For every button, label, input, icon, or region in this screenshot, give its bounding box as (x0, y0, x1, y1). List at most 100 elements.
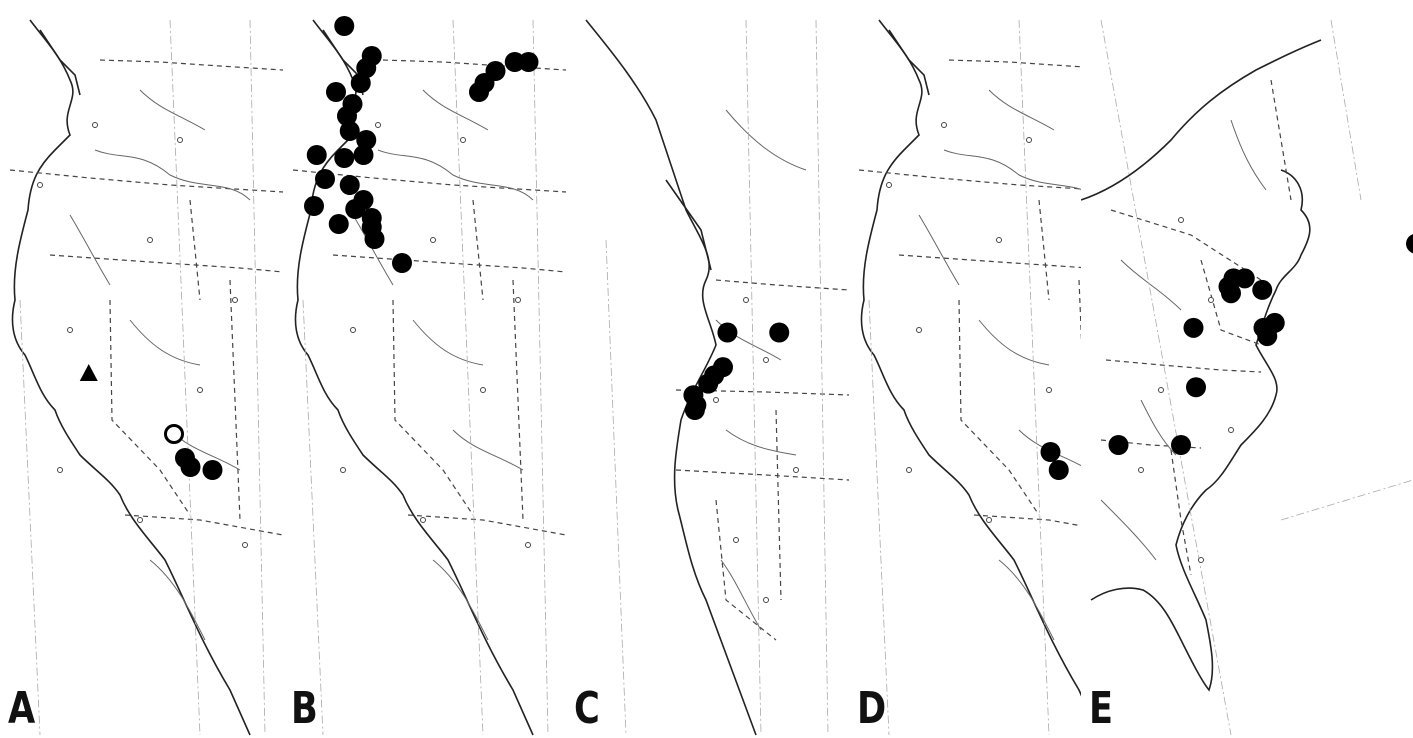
panel-e-border-line (1200, 259, 1262, 346)
panel-b-town-marker (460, 137, 466, 143)
panel-a-town-marker (232, 297, 238, 303)
panel-a-town-marker (57, 467, 63, 473)
record-filled-circle-marker (334, 148, 355, 168)
panel-a-river-line (69, 214, 111, 286)
panel-letter-e: E (1089, 683, 1114, 734)
panel-e-border-line (1270, 79, 1292, 201)
record-filled-circle-marker (364, 229, 385, 249)
record-filled-circle-marker (1221, 283, 1241, 304)
record-filled-circle-marker (326, 82, 346, 102)
panel-e-town-marker (1208, 297, 1214, 303)
panel-b-town-marker (375, 122, 381, 128)
record-filled-circle-marker (1171, 435, 1191, 455)
map-panel-a: A (0, 0, 283, 738)
record-filled-circle-marker (769, 322, 790, 343)
panel-d-inlet-outline (888, 29, 930, 96)
panel-c-town-marker (733, 537, 739, 543)
panel-d-town-marker (1046, 387, 1052, 393)
panel-b-border-line (512, 279, 524, 521)
record-filled-circle-marker (345, 199, 366, 219)
panel-d-border-line (973, 514, 1081, 527)
panel-a-border-line (9, 169, 283, 193)
record-filled-circle-marker (392, 253, 412, 273)
map-panel-d: D (849, 0, 1081, 738)
record-open-circle-marker (164, 424, 184, 444)
panel-d-town-marker (906, 467, 912, 473)
panel-a-river-line (129, 319, 201, 366)
panel-b-river-line (352, 214, 394, 286)
panel-a-town-marker (37, 182, 43, 188)
record-filled-circle-marker (1048, 460, 1069, 480)
panel-letter-a: A (8, 683, 36, 734)
panel-d-border-line (1038, 199, 1050, 301)
record-filled-circle-marker (334, 16, 355, 36)
panel-b-border-line (382, 59, 566, 71)
panel-e-river-line (1140, 399, 1177, 456)
panel-c-town-marker (763, 597, 769, 603)
record-filled-circle-marker (339, 121, 360, 141)
record-filled-circle-marker (1108, 435, 1129, 455)
panel-a-river-line (94, 149, 251, 201)
record-filled-circle-marker (1183, 317, 1204, 338)
panel-b-town-marker (420, 517, 426, 523)
panel-b-border-line (332, 254, 566, 273)
record-filled-circle-marker (350, 73, 371, 93)
panel-b-border-line (407, 514, 566, 536)
panel-c-graticule-line (605, 239, 627, 736)
panel-e-graticule-line (1100, 19, 1232, 736)
panel-d-town-marker (1026, 137, 1032, 143)
panel-c-border-line (675, 469, 849, 481)
record-filled-circle-marker (353, 145, 374, 165)
panel-letter-c: C (574, 683, 600, 734)
panel-b-river-line (422, 89, 489, 131)
record-filled-circle-marker (1040, 442, 1061, 462)
panel-a-town-marker (67, 327, 73, 333)
panel-c-graticule-line (815, 19, 829, 736)
panel-letter-b: B (291, 683, 318, 734)
panel-a-town-marker (137, 517, 143, 523)
panel-c-inlet-outline (665, 179, 712, 271)
panel-c-border-line (715, 499, 777, 641)
panel-c-river-line (725, 429, 797, 456)
record-filled-circle-marker (1406, 234, 1413, 254)
panel-a-border-line (189, 199, 201, 301)
panel-a-border-line (99, 59, 283, 71)
panel-c-border-line (775, 409, 782, 601)
record-filled-circle-marker (1257, 326, 1278, 347)
panel-e-graticule-line (1330, 19, 1362, 201)
panel-c-town-marker (763, 357, 769, 363)
panel-c-river-line (725, 109, 807, 171)
panel-a-border-line (109, 299, 191, 516)
record-triangle-marker (79, 364, 98, 381)
record-filled-circle-marker (202, 460, 223, 480)
panel-a-inlet-outline (39, 29, 81, 96)
panel-e-town-marker (1198, 557, 1204, 563)
map-panel-c-drawing (585, 19, 849, 736)
panel-d-border-line (948, 59, 1081, 68)
panel-a-graticule-line (169, 19, 201, 736)
panel-d-graticule-line (1018, 19, 1050, 736)
panel-c-town-marker (743, 297, 749, 303)
panel-a-river-line (149, 559, 206, 641)
panel-a-town-marker (242, 542, 248, 548)
panel-b-river-line (452, 429, 524, 471)
map-panel-b: B (283, 0, 566, 738)
panel-e-inlet-outline (1081, 39, 1322, 201)
record-filled-circle-marker (717, 322, 738, 343)
panel-d-river-line (998, 559, 1055, 641)
record-filled-circle-marker (1252, 279, 1273, 300)
panel-b-town-marker (350, 327, 356, 333)
panel-d-town-marker (916, 327, 922, 333)
map-panel-e: E (1081, 0, 1413, 738)
panel-b-graticule-line (532, 19, 549, 736)
panel-b-coastline (294, 19, 534, 736)
record-filled-circle-marker (180, 457, 201, 477)
panel-e-town-marker (1138, 467, 1144, 473)
panel-a-border-line (229, 279, 241, 521)
map-panel-d-drawing (858, 19, 1081, 736)
panel-a-town-marker (197, 387, 203, 393)
panel-c-graticule-line (745, 19, 762, 736)
panel-e-town-marker (1178, 217, 1184, 223)
panel-a-river-line (139, 89, 206, 131)
panel-e-border-line (1105, 359, 1262, 373)
